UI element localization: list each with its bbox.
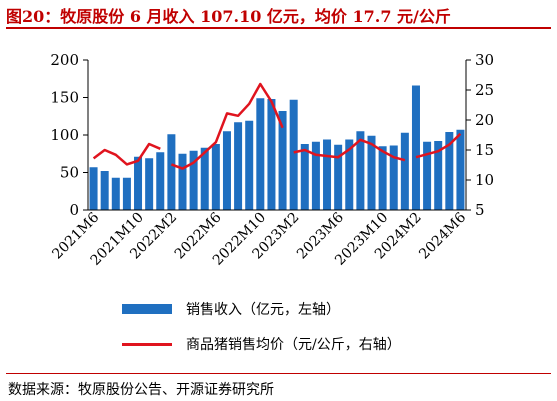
legend-label-price: 商品猪销售均价（元/公斤，右轴）	[186, 337, 401, 353]
legend-swatch-revenue	[122, 304, 172, 314]
bar-revenue-2022M9	[245, 120, 254, 210]
bar-revenue-2024M2	[411, 85, 420, 210]
legend-item-price: 商品猪销售均价（元/公斤，右轴）	[122, 333, 401, 355]
bar-revenue-2022M8	[234, 122, 243, 210]
bar-revenue-2021M11	[145, 158, 154, 210]
bar-revenue-2023M11	[389, 145, 398, 210]
bar-revenue-2022M6	[211, 144, 220, 210]
bar-revenue-2021M8	[111, 177, 120, 210]
bar-revenue-2023M6	[334, 144, 343, 210]
bar-revenue-2024M3	[423, 141, 432, 210]
bar-revenue-2022M5	[200, 147, 209, 210]
revenue-price-chart: 050100150200510152025302021M62021M102022…	[49, 51, 494, 269]
bar-revenue-2022M12	[278, 111, 287, 210]
bar-revenue-2023M3	[300, 144, 309, 210]
bar-revenue-2023M9	[367, 135, 376, 210]
bar-revenue-2023M7	[345, 139, 354, 210]
line-price-segment-2	[170, 82, 284, 170]
right-tick-label-5: 5	[475, 201, 485, 219]
right-tick-label-15: 15	[475, 141, 494, 159]
bar-revenue-2022M4	[189, 150, 198, 210]
x-tick-label-2024M6: 2024M6	[416, 209, 469, 262]
legend-label-revenue: 销售收入（亿元，左轴）	[186, 302, 340, 318]
left-tick-label-150: 150	[50, 89, 79, 107]
bar-revenue-2023M2	[289, 99, 298, 210]
bar-revenue-2022M11	[267, 99, 276, 210]
footer-divider	[6, 373, 551, 374]
source-note: 数据来源：牧原股份公告、开源证券研究所	[8, 382, 274, 398]
bar-revenue-2024M4	[434, 141, 443, 210]
bar-revenue-2024M5	[445, 132, 454, 210]
bar-revenue-2022M10	[256, 98, 265, 210]
bar-revenue-2021M9	[122, 177, 131, 210]
bar-revenue-2021M10	[134, 156, 143, 210]
left-tick-label-50: 50	[60, 164, 79, 182]
bar-revenue-2022M2	[167, 134, 176, 210]
title-underline	[6, 27, 551, 29]
bar-revenue-2021M6	[89, 167, 98, 210]
bar-revenue-2023M10	[378, 146, 387, 210]
legend-swatch-price	[122, 342, 172, 346]
bar-revenue-2022M7	[222, 131, 231, 210]
legend-item-revenue: 销售收入（亿元，左轴）	[122, 298, 340, 320]
right-tick-label-10: 10	[475, 171, 494, 189]
bar-revenue-2023M8	[356, 131, 365, 210]
right-tick-label-20: 20	[475, 111, 494, 129]
bar-revenue-2024M6	[456, 129, 465, 210]
bar-revenue-2023M12	[400, 132, 409, 210]
bar-revenue-2023M4	[311, 141, 320, 210]
bar-revenue-2022M3	[178, 153, 187, 210]
figure-title: 图20：牧原股份 6 月收入 107.10 亿元，均价 17.7 元/公斤	[6, 7, 451, 26]
right-tick-label-30: 30	[475, 51, 494, 69]
bar-revenue-2023M5	[323, 139, 332, 210]
bar-revenue-2021M7	[100, 171, 109, 210]
line-price-segment-1	[92, 142, 161, 166]
bar-revenue-2021M12	[156, 152, 165, 210]
right-tick-label-25: 25	[475, 81, 494, 99]
left-tick-label-200: 200	[50, 51, 79, 69]
left-tick-label-100: 100	[50, 126, 79, 144]
left-tick-label-0: 0	[69, 201, 79, 219]
line-price-segment-4	[415, 132, 462, 159]
line-price-segment-3	[293, 138, 406, 162]
